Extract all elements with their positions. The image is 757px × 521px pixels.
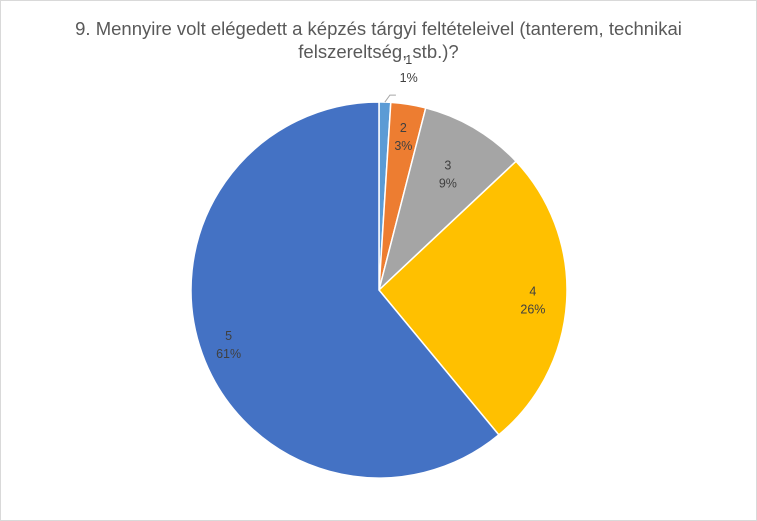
data-label-percent-2: 3% [394,139,412,153]
chart-title: 9. Mennyire volt elégedett a képzés tárg… [0,17,757,63]
data-label-category-1: 1 [405,53,412,67]
pie-data-labels: 1 1% 2 3% 3 9% 4 26% 5 61% [216,53,545,361]
data-label-percent-5: 61% [216,347,241,361]
data-label-percent-3: 9% [439,177,457,191]
data-label-percent-1: 1% [400,71,418,85]
data-label-leader-line-1 [384,94,396,103]
data-label-percent-4: 26% [520,303,545,317]
pie-slice-4 [377,160,568,436]
data-label-category-3: 3 [444,159,451,173]
chart-title-line-1: 9. Mennyire volt elégedett a képzés tárg… [75,18,682,39]
pie-slice-3 [377,106,518,293]
pie-slices [190,101,568,479]
data-label-category-2: 2 [400,121,407,135]
pie-slice-5 [190,101,500,479]
data-label-category-5: 5 [225,329,232,343]
chart-title-line-2: felszereltség, stb.)? [298,41,459,62]
data-label-category-4: 4 [529,285,536,299]
